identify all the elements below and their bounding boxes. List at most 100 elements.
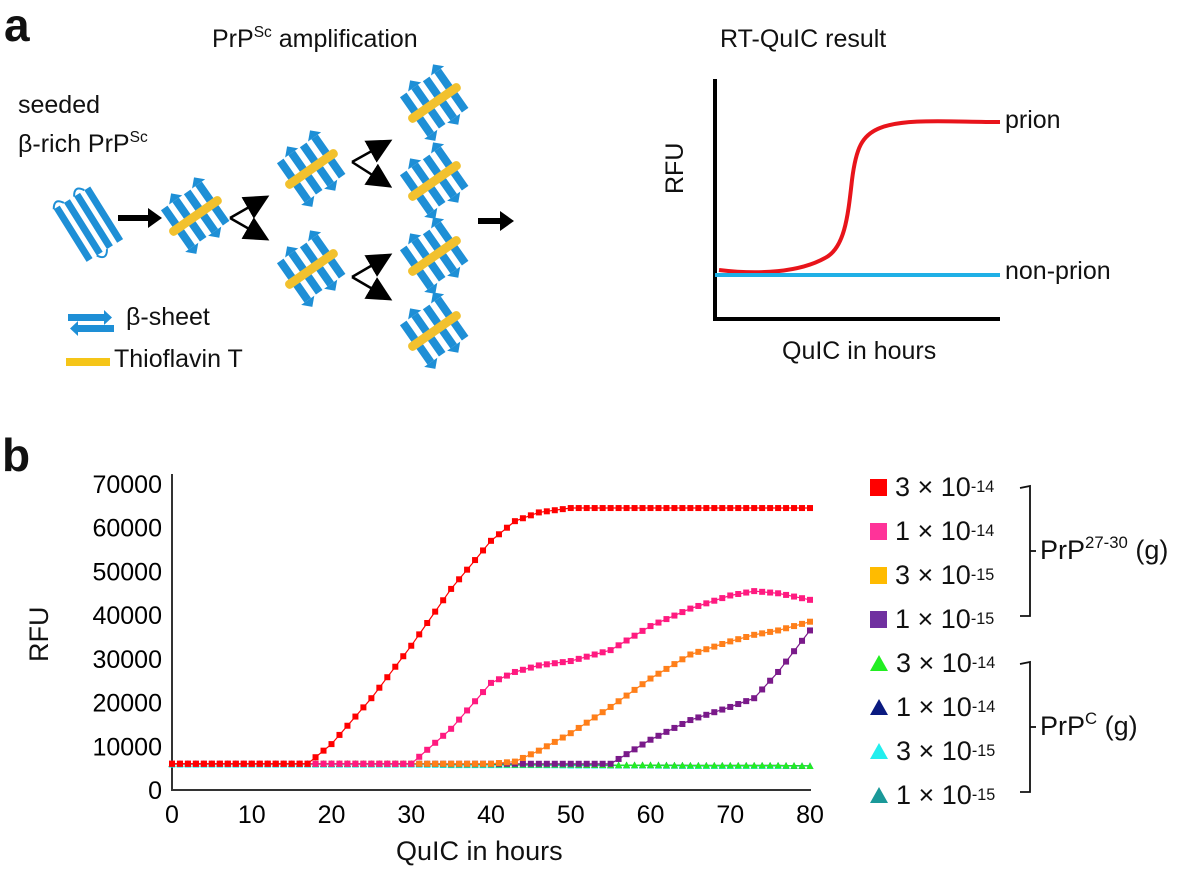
data-point — [703, 600, 710, 607]
data-point — [480, 760, 487, 767]
arrowhead-icon — [148, 208, 162, 228]
data-point — [320, 760, 327, 767]
legend-mantissa: 3 × 10 — [895, 559, 971, 590]
data-point — [535, 760, 542, 767]
amplification-title-main: PrP — [212, 25, 254, 53]
data-point — [256, 760, 263, 767]
data-point — [759, 686, 766, 693]
schematic-title: RT-QuIC result — [720, 25, 887, 53]
data-point — [559, 659, 566, 666]
data-point — [480, 689, 487, 696]
data-point — [647, 505, 654, 512]
data-point — [671, 724, 678, 731]
data-point — [790, 762, 798, 769]
data-point — [583, 505, 590, 512]
group-name: PrP — [1040, 711, 1086, 741]
legend-triangle-marker-icon — [870, 655, 888, 671]
group-name: PrP — [1040, 535, 1086, 565]
data-point — [710, 762, 718, 769]
data-point — [695, 648, 702, 655]
data-point — [575, 505, 582, 512]
data-point — [702, 762, 710, 769]
group-sup: 27-30 — [1085, 533, 1128, 553]
data-point — [807, 505, 813, 512]
y-tick-label: 0 — [148, 777, 162, 805]
panel-label-b: b — [2, 429, 31, 481]
data-point — [551, 760, 558, 767]
data-point — [679, 505, 686, 512]
data-point — [775, 590, 782, 597]
data-point — [336, 731, 343, 738]
data-point — [304, 760, 311, 767]
y-tick-label: 70000 — [92, 471, 162, 499]
data-point — [448, 585, 455, 592]
data-point — [783, 625, 790, 632]
data-point — [583, 760, 590, 767]
data-point — [654, 761, 662, 769]
data-point — [208, 760, 215, 767]
amplification-title-rest: amplification — [271, 25, 418, 53]
data-point — [200, 760, 207, 767]
data-point — [663, 665, 670, 672]
data-point — [424, 760, 431, 767]
group-sup: C — [1085, 709, 1098, 729]
legend-group-prpc: PrPC (g) — [1040, 709, 1138, 742]
data-point — [759, 588, 766, 595]
x-tick-label: 60 — [637, 801, 665, 829]
data-point — [432, 760, 439, 767]
data-point — [488, 537, 494, 544]
thioflavin-key-icon — [66, 358, 110, 366]
data-point — [694, 762, 702, 769]
data-point — [615, 761, 623, 769]
data-point — [775, 505, 782, 512]
thioflavin-key-label: Thioflavin T — [114, 345, 243, 373]
data-point — [623, 761, 631, 769]
data-point — [663, 728, 670, 735]
data-point — [686, 762, 694, 769]
x-tick-label: 30 — [397, 801, 425, 829]
amplification-title-sup: Sc — [253, 23, 272, 41]
data-point — [719, 595, 726, 602]
data-point — [384, 674, 391, 681]
legend-item: 1 × 10 -15 — [870, 604, 994, 634]
data-point — [408, 760, 415, 767]
seed-label-text: β-rich PrP — [18, 130, 130, 158]
data-point — [535, 509, 542, 516]
data-point — [735, 591, 742, 598]
data-point — [360, 704, 367, 711]
legend-square-marker-icon — [870, 522, 887, 540]
data-point — [663, 616, 670, 623]
data-point — [639, 761, 647, 769]
data-point — [711, 505, 718, 512]
data-point — [519, 515, 526, 522]
data-point — [735, 505, 742, 512]
data-point — [527, 751, 534, 758]
data-point — [662, 761, 670, 769]
data-point — [783, 658, 790, 665]
data-point — [472, 760, 479, 767]
data-point — [799, 595, 806, 602]
seed-label-line1: seeded — [18, 91, 101, 119]
data-point — [807, 618, 813, 625]
legend-mantissa: 3 × 10 — [895, 471, 971, 502]
data-point — [456, 716, 463, 723]
data-point — [575, 724, 582, 731]
legend-mantissa: 1 × 10 — [895, 515, 971, 546]
data-point — [799, 505, 806, 512]
data-point — [567, 658, 574, 665]
data-point — [655, 505, 662, 512]
data-point — [224, 760, 231, 767]
data-point — [743, 698, 750, 705]
data-point — [240, 760, 247, 767]
series-line — [172, 507, 810, 765]
data-point — [527, 664, 534, 671]
data-point — [623, 692, 630, 699]
data-point — [607, 760, 614, 767]
data-point — [591, 760, 598, 767]
data-point — [511, 758, 518, 765]
data-point — [631, 761, 639, 769]
data-point — [671, 612, 678, 619]
schematic-chart — [713, 79, 1001, 321]
data-point — [519, 760, 526, 767]
data-point — [567, 730, 574, 737]
